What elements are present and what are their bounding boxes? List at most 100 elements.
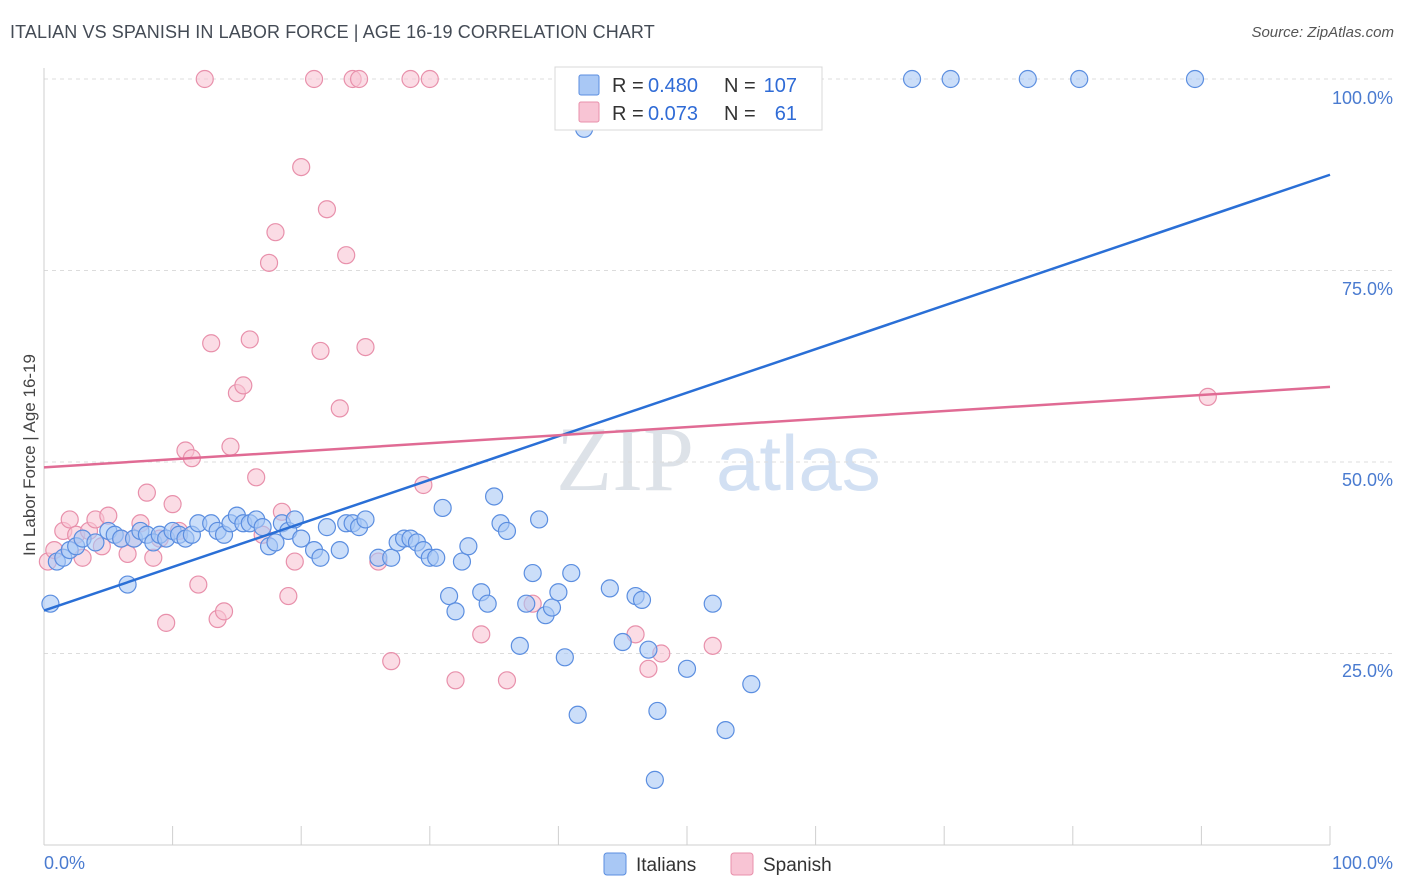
point-italians	[523, 563, 542, 583]
point-italians	[1070, 69, 1089, 89]
point-spanish	[401, 69, 420, 89]
x-tick-100: 100.0%	[1332, 853, 1393, 873]
point-italians	[439, 586, 459, 606]
watermark-zip: ZIP	[556, 408, 694, 510]
point-italians	[311, 548, 330, 567]
point-italians	[382, 548, 401, 567]
point-spanish	[240, 330, 259, 349]
point-spanish	[703, 636, 722, 655]
source-label: Source: ZipAtlas.com	[1251, 24, 1394, 41]
point-spanish	[311, 341, 330, 361]
point-spanish	[472, 625, 491, 644]
point-spanish	[349, 69, 369, 89]
point-italians	[433, 498, 452, 518]
legend-n-label-spanish: N =	[724, 103, 756, 125]
point-spanish	[1198, 387, 1217, 406]
point-spanish	[279, 586, 298, 606]
point-spanish	[304, 69, 324, 89]
point-italians	[703, 594, 722, 613]
point-spanish	[337, 246, 356, 265]
point-italians	[530, 510, 549, 529]
point-italians	[266, 533, 285, 552]
legend-swatch-italians	[578, 74, 600, 96]
point-italians	[902, 69, 922, 89]
point-italians	[478, 594, 497, 613]
point-italians	[542, 598, 562, 617]
legend-r-value-spanish: 0.073	[648, 103, 698, 125]
point-spanish	[202, 334, 221, 353]
point-spanish	[137, 483, 156, 502]
point-spanish	[382, 652, 401, 671]
point-spanish	[317, 200, 337, 219]
point-spanish	[639, 659, 658, 678]
legend-r-label-italians: R =	[612, 75, 644, 97]
point-spanish	[259, 253, 279, 272]
x-tick-0: 0.0%	[44, 853, 85, 873]
point-spanish	[189, 575, 208, 594]
point-italians	[1185, 69, 1205, 89]
point-italians	[485, 487, 504, 506]
point-italians	[446, 602, 465, 621]
point-italians	[742, 675, 761, 694]
point-italians	[317, 518, 337, 537]
y-tick-75: 75.0%	[1342, 279, 1393, 299]
legend-r-value-italians: 0.480	[648, 75, 698, 97]
y-tick-50: 50.0%	[1342, 470, 1393, 490]
point-spanish	[356, 338, 375, 357]
point-spanish	[144, 548, 163, 567]
point-italians	[613, 632, 632, 652]
point-italians	[356, 510, 375, 529]
legend-r-label-spanish: R =	[612, 103, 644, 125]
point-italians	[941, 69, 960, 89]
point-italians	[497, 521, 517, 541]
bottom-legend: Italians Spanish	[603, 852, 832, 876]
trendline-italians	[43, 173, 1331, 612]
watermark-atlas: atlas	[716, 419, 881, 507]
point-italians	[549, 583, 568, 602]
point-italians	[562, 563, 581, 583]
point-italians	[253, 518, 272, 537]
legend-n-value-italians: 107	[764, 75, 797, 97]
bottom-legend-label-spanish: Spanish	[763, 855, 832, 876]
point-spanish	[157, 613, 176, 632]
point-spanish	[247, 468, 266, 487]
point-italians	[568, 705, 587, 724]
point-italians	[555, 648, 574, 667]
y-axis-title: In Labor Force | Age 16-19	[20, 354, 39, 556]
point-italians	[510, 636, 529, 655]
point-italians	[645, 770, 664, 789]
point-spanish	[163, 495, 182, 514]
point-italians	[639, 640, 658, 659]
point-italians	[292, 529, 311, 548]
point-italians	[1018, 69, 1037, 89]
point-italians	[600, 579, 619, 598]
point-spanish	[195, 69, 214, 89]
point-spanish	[420, 69, 439, 89]
point-spanish	[292, 157, 311, 177]
point-italians	[330, 540, 349, 560]
legend-swatch-spanish	[578, 101, 600, 123]
point-spanish	[214, 602, 234, 621]
point-spanish	[497, 671, 517, 690]
point-italians	[716, 720, 735, 740]
y-tick-100: 100.0%	[1332, 88, 1393, 108]
point-spanish	[330, 399, 349, 418]
point-italians	[459, 537, 478, 556]
chart-title: ITALIAN VS SPANISH IN LABOR FORCE | AGE …	[10, 22, 655, 42]
point-spanish	[266, 223, 285, 242]
point-italians	[452, 552, 472, 571]
bottom-legend-swatch-spanish	[730, 852, 754, 876]
point-italians	[427, 548, 446, 567]
legend-n-value-spanish: 61	[775, 103, 797, 125]
point-italians	[677, 659, 697, 678]
point-spanish	[118, 544, 137, 564]
point-italians	[517, 594, 536, 613]
bottom-legend-label-italians: Italians	[636, 855, 696, 876]
point-spanish	[446, 671, 465, 690]
point-spanish	[99, 506, 118, 525]
point-spanish	[60, 510, 79, 529]
point-spanish	[234, 376, 253, 395]
point-italians	[648, 701, 667, 721]
point-italians	[86, 533, 105, 552]
